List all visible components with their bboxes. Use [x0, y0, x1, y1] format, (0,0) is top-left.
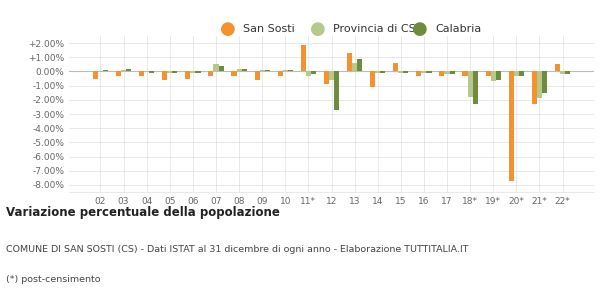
Bar	[421, 71, 427, 73]
Bar	[347, 53, 352, 71]
Bar	[218, 66, 224, 71]
Bar	[93, 71, 98, 79]
Bar	[214, 64, 218, 71]
Bar	[162, 71, 167, 80]
Bar	[190, 71, 196, 73]
Bar	[555, 64, 560, 71]
Bar	[473, 71, 478, 104]
Bar	[121, 70, 126, 71]
Text: Variazione percentuale della popolazione: Variazione percentuale della popolazione	[6, 206, 280, 219]
Bar	[260, 70, 265, 71]
Bar	[519, 71, 524, 76]
Bar	[334, 71, 339, 110]
Bar	[167, 71, 172, 73]
Bar	[532, 71, 537, 104]
Bar	[172, 71, 178, 73]
Bar	[445, 71, 449, 74]
Bar	[196, 71, 200, 73]
Bar	[185, 71, 190, 79]
Bar	[375, 71, 380, 73]
Bar	[380, 71, 385, 73]
Bar	[236, 69, 242, 71]
Bar	[496, 71, 501, 80]
Bar	[311, 71, 316, 74]
Bar	[352, 63, 357, 71]
Bar	[485, 71, 491, 76]
Bar	[416, 71, 421, 76]
Bar	[283, 70, 288, 71]
Bar	[324, 71, 329, 84]
Bar	[139, 71, 144, 76]
Bar	[514, 71, 519, 76]
Text: Provincia di CS: Provincia di CS	[333, 23, 416, 34]
Bar	[103, 70, 108, 71]
Bar	[329, 71, 334, 80]
Bar	[301, 44, 306, 71]
Bar	[398, 71, 403, 73]
Bar	[370, 71, 375, 87]
Bar	[565, 71, 570, 74]
Bar	[265, 70, 270, 71]
Text: ●: ●	[412, 20, 428, 38]
Bar	[491, 71, 496, 81]
Bar	[242, 69, 247, 71]
Bar	[232, 71, 236, 76]
Text: Calabria: Calabria	[435, 23, 481, 34]
Bar	[357, 59, 362, 71]
Bar	[254, 71, 260, 80]
Bar	[509, 71, 514, 181]
Bar	[467, 71, 473, 97]
Text: (*) post-censimento: (*) post-censimento	[6, 275, 101, 284]
Bar	[116, 71, 121, 76]
Bar	[403, 71, 409, 73]
Bar	[560, 71, 565, 74]
Bar	[288, 70, 293, 71]
Bar	[537, 71, 542, 98]
Bar	[449, 71, 455, 74]
Text: COMUNE DI SAN SOSTI (CS) - Dati ISTAT al 31 dicembre di ogni anno - Elaborazione: COMUNE DI SAN SOSTI (CS) - Dati ISTAT al…	[6, 245, 469, 254]
Bar	[149, 71, 154, 73]
Text: San Sosti: San Sosti	[243, 23, 295, 34]
Text: ●: ●	[220, 20, 236, 38]
Bar	[306, 71, 311, 76]
Bar	[278, 71, 283, 76]
Bar	[427, 71, 431, 73]
Text: ●: ●	[310, 20, 326, 38]
Bar	[439, 71, 445, 76]
Bar	[463, 71, 467, 76]
Bar	[542, 71, 547, 93]
Bar	[126, 69, 131, 71]
Bar	[208, 71, 214, 76]
Bar	[393, 63, 398, 71]
